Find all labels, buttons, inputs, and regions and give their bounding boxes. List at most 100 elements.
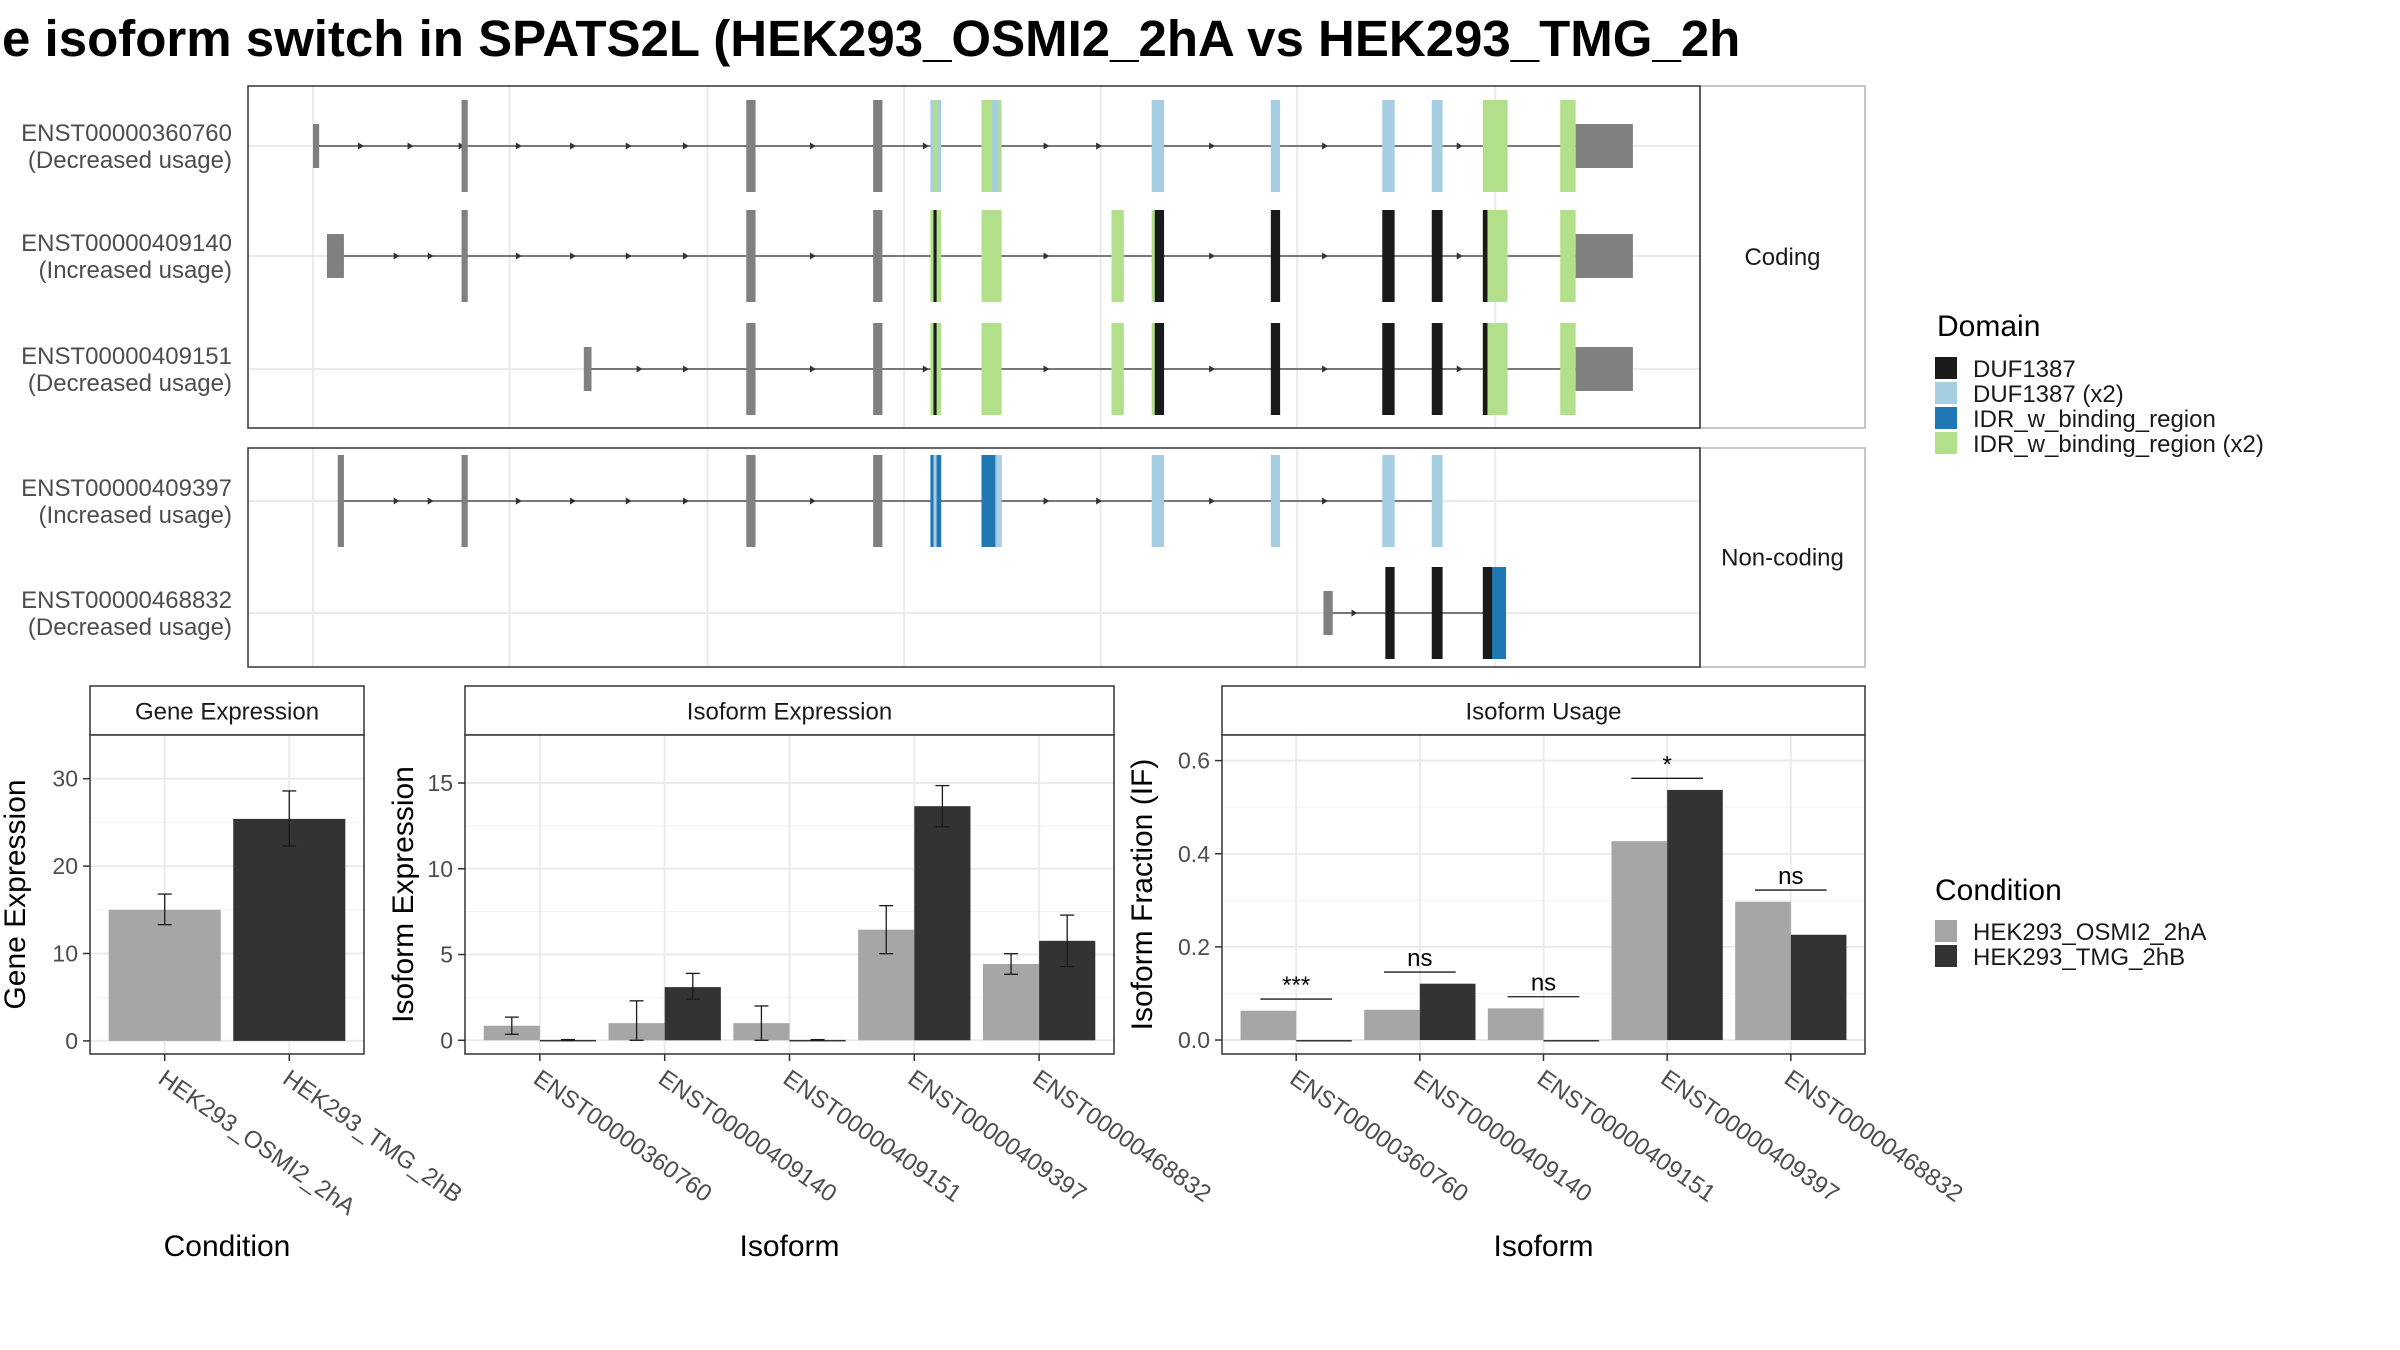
exon — [1270, 323, 1281, 415]
intron-arrow — [1096, 497, 1103, 505]
usage-label: (Increased usage) — [39, 257, 232, 284]
intron-arrow — [1209, 497, 1216, 505]
y-tick-label: 0.6 — [1178, 748, 1210, 774]
intron-arrow — [1209, 252, 1216, 260]
exon — [1154, 210, 1165, 302]
legend-swatch — [1935, 407, 1957, 429]
intron-arrow — [683, 497, 690, 505]
intron-arrow — [1456, 142, 1463, 150]
y-tick-label: 30 — [52, 766, 78, 792]
domain-legend-title: Domain — [1937, 310, 2040, 343]
isoform-usage-plot: Isoform Usage0.00.20.40.6***nsns*nsENST0… — [1126, 685, 1968, 1263]
strip-background — [464, 685, 1115, 736]
structure-panel-2: Non-coding ENST00000409397(Increased usag… — [21, 447, 1866, 668]
legend-label: HEK293_TMG_2hB — [1973, 944, 2185, 971]
exon — [933, 210, 937, 302]
bar — [1364, 1009, 1420, 1041]
exon — [326, 234, 344, 278]
strip-background — [1699, 85, 1866, 429]
exon — [995, 455, 1002, 547]
exon — [1431, 567, 1443, 659]
exon — [1431, 210, 1443, 302]
isoform-label: ENST00000409140 — [21, 230, 232, 257]
intron-arrow — [922, 142, 929, 150]
exon — [1431, 455, 1443, 547]
intron-arrow — [570, 497, 577, 505]
isoform-label: ENST00000360760 — [21, 120, 232, 147]
isoform-track: ENST00000360760(Decreased usage) — [21, 100, 1633, 192]
intron-arrow — [809, 497, 816, 505]
exon — [746, 323, 756, 415]
bar — [1611, 841, 1668, 1041]
exon — [1575, 234, 1633, 278]
y-tick-label: 10 — [52, 940, 78, 966]
isoform-track: ENST00000468832(Decreased usage) — [21, 567, 1507, 659]
usage-label: (Decreased usage) — [28, 370, 232, 397]
intron-arrow — [1322, 497, 1329, 505]
exon — [873, 323, 883, 415]
exon — [1560, 210, 1576, 302]
intron-arrow — [809, 142, 816, 150]
page-title: e isoform switch in SPATS2L (HEK293_OSMI… — [2, 10, 1740, 67]
isoform-track: ENST00000409397(Increased usage) — [21, 455, 1443, 547]
panel-border — [247, 447, 1701, 668]
y-tick-label: 0.0 — [1178, 1027, 1210, 1053]
exon — [1111, 323, 1124, 415]
exon — [1382, 100, 1395, 192]
significance-label: ns — [1778, 863, 1803, 890]
exon — [1154, 323, 1165, 415]
exon — [746, 210, 756, 302]
intron-arrow — [1322, 365, 1329, 373]
intron-arrow — [683, 365, 690, 373]
legend-label: DUF1387 (x2) — [1973, 381, 2124, 408]
bar — [108, 909, 221, 1041]
exon — [461, 210, 468, 302]
exon — [1575, 347, 1633, 391]
x-tick-label: HEK293_OSMI2_2hA — [153, 1065, 360, 1221]
panel-title: Isoform Usage — [1465, 699, 1621, 726]
intron-arrow — [636, 365, 643, 373]
usage-label: (Decreased usage) — [28, 614, 232, 641]
exon — [1270, 210, 1281, 302]
y-axis-title: Isoform Fraction (IF) — [1126, 759, 1159, 1031]
exon — [1270, 455, 1281, 547]
intron-arrow — [515, 497, 522, 505]
exon — [873, 455, 883, 547]
y-tick-label: 15 — [427, 770, 453, 796]
y-axis-title: Isoform Expression — [387, 766, 420, 1023]
bar — [982, 963, 1040, 1041]
intron-arrow — [570, 142, 577, 150]
exon — [873, 100, 883, 192]
isoform-track: ENST00000409140(Increased usage) — [21, 210, 1633, 302]
legend-swatch — [1935, 920, 1957, 942]
strip-label: Coding — [1744, 244, 1820, 271]
exon — [1111, 210, 1124, 302]
significance-label: *** — [1282, 972, 1310, 999]
isoform-label: ENST00000409151 — [21, 343, 232, 370]
legend-swatch — [1935, 945, 1957, 967]
intron-arrow — [809, 252, 816, 260]
strip-label: Non-coding — [1721, 545, 1844, 572]
bar — [1419, 983, 1476, 1041]
bar — [1543, 1040, 1600, 1042]
exon — [461, 100, 468, 192]
legend-label: HEK293_OSMI2_2hA — [1973, 919, 2206, 946]
exon — [337, 455, 344, 547]
legend-label: DUF1387 — [1973, 356, 2076, 383]
legend-swatch — [1935, 432, 1957, 454]
intron-arrow — [1043, 365, 1050, 373]
bar — [1296, 1040, 1352, 1042]
x-axis-title: Isoform — [739, 1230, 839, 1263]
exon — [1382, 455, 1395, 547]
exon — [1560, 323, 1576, 415]
y-axis-title: Gene Expression — [0, 779, 32, 1009]
intron-arrow — [1209, 365, 1216, 373]
panel-background — [248, 448, 1700, 667]
y-tick-label: 20 — [52, 853, 78, 879]
intron-arrow — [625, 252, 632, 260]
intron-arrow — [1456, 365, 1463, 373]
strip-background — [1699, 447, 1866, 668]
intron-arrow — [358, 142, 365, 150]
